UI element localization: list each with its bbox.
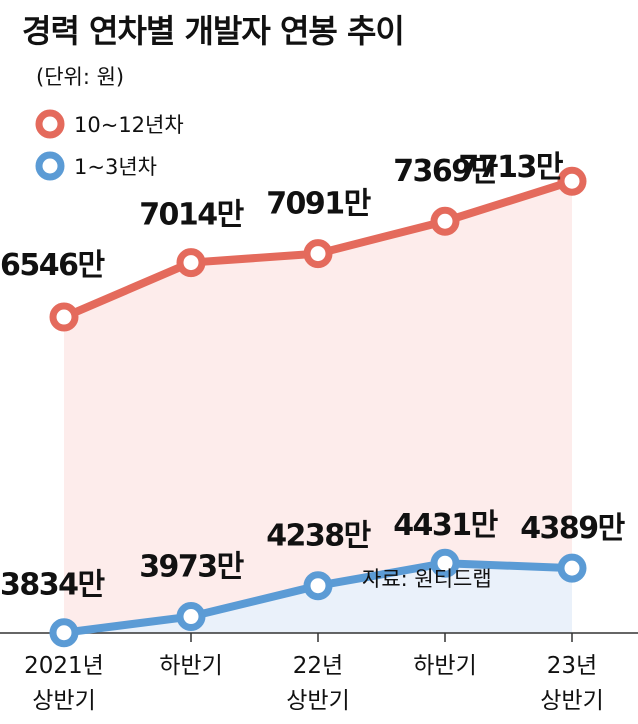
data-label-series-1-5: 7713만 [458,150,563,185]
legend-item-series-1: 10~12년차 [35,109,184,139]
data-label-series-1-2: 7014만 [139,198,244,233]
legend-marker-series-1 [35,109,65,139]
data-label-series-2-2: 3973만 [139,550,244,585]
chart-title: 경력 연차별 개발자 연봉 추이 [22,12,404,50]
legend: 10~12년차 1~3년차 [35,109,184,181]
x-tick-label-2: 하반기 [159,653,222,679]
data-label-series-2-1: 3834만 [0,568,105,603]
x-tick-label-1: 2021년 [24,653,104,679]
legend-marker-series-2 [35,151,65,181]
data-label-series-1-3: 7091만 [266,187,371,222]
data-label-series-2-4: 4431만 [393,508,498,543]
data-label-series-2-5: 4389만 [520,511,625,546]
data-point-series-1-4 [430,206,460,236]
data-label-series-1-4: 7369만 [393,154,498,189]
data-point-series-2-4 [430,548,460,578]
data-point-series-1-2 [176,248,206,278]
data-label-series-1-1: 6546만 [0,248,105,283]
x-tick-label-1-line-2: 상반기 [32,688,95,714]
data-point-series-1-3 [303,239,333,269]
data-label-series-2-3: 4238만 [266,519,371,554]
data-point-series-2-5 [557,553,587,583]
x-tick-label-3-line-2: 상반기 [286,688,349,714]
area-fill-series-1 [64,181,572,633]
x-tick-label-5: 23년 [547,653,597,679]
x-tick-label-3: 22년 [293,653,343,679]
x-tick-label-5-line-2: 상반기 [540,688,603,714]
legend-label-series-2: 1~3년차 [74,155,157,179]
legend-item-series-2: 1~3년차 [35,151,157,181]
data-point-series-1-5 [557,166,587,196]
data-point-series-2-2 [176,602,206,632]
data-point-series-2-3 [303,571,333,601]
unit-label: (단위: 원) [36,65,124,89]
data-point-series-2-1 [49,618,79,648]
x-tick-label-4: 하반기 [413,653,476,679]
data-point-series-1-1 [49,302,79,332]
legend-label-series-1: 10~12년차 [74,113,184,137]
source-note: 자료: 원티드랩 [362,567,492,591]
